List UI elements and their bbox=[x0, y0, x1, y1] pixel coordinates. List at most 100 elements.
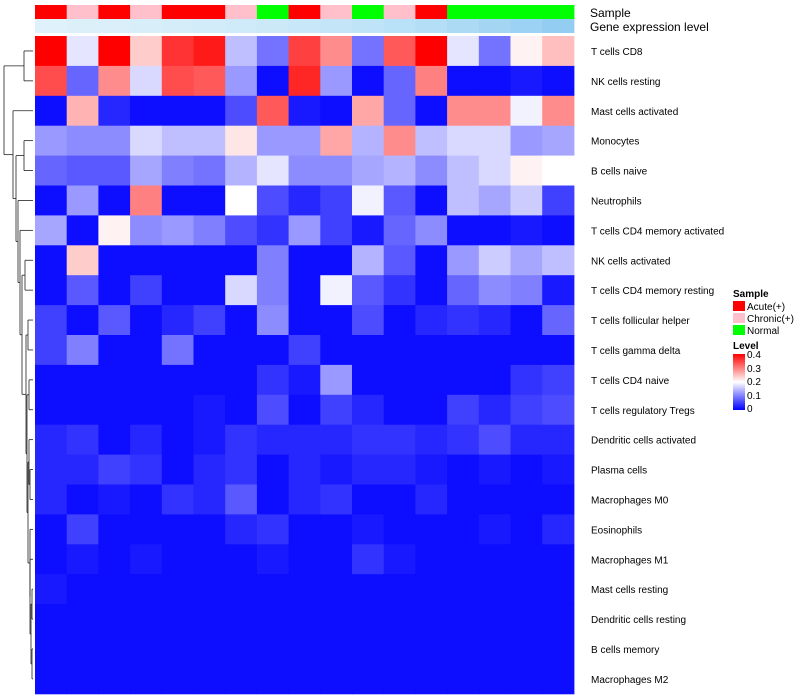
heatmap-cell bbox=[415, 185, 448, 216]
legend-label-normal: Normal bbox=[747, 326, 779, 337]
heatmap-cell bbox=[320, 335, 353, 366]
heatmap-cell bbox=[510, 95, 543, 127]
heatmap-cell bbox=[320, 484, 353, 515]
heatmap-cell bbox=[478, 604, 511, 635]
heatmap-cell bbox=[447, 574, 480, 605]
heatmap-cell bbox=[352, 245, 385, 276]
heatmap-cell bbox=[193, 634, 226, 665]
heatmap-cell bbox=[447, 305, 480, 336]
heatmap-cell bbox=[288, 125, 321, 157]
sample-legend-title: Sample bbox=[733, 289, 769, 300]
heatmap-cell bbox=[193, 394, 226, 426]
heatmap-cell bbox=[98, 604, 131, 635]
heatmap-cell bbox=[66, 634, 99, 665]
heatmap-cell bbox=[447, 544, 480, 575]
heatmap-cell bbox=[66, 394, 99, 426]
heatmap-cell bbox=[478, 185, 511, 216]
heatmap-cell bbox=[256, 574, 290, 605]
heatmap-cell bbox=[383, 245, 416, 276]
heatmap-cell bbox=[288, 394, 321, 426]
expression-annotation-cell bbox=[130, 19, 163, 33]
heatmap-cell bbox=[415, 215, 448, 246]
heatmap-cell bbox=[35, 544, 68, 575]
heatmap-cell bbox=[478, 335, 511, 366]
heatmap-cell bbox=[66, 275, 99, 306]
heatmap-cell bbox=[35, 335, 68, 366]
heatmap-cell bbox=[130, 604, 163, 635]
heatmap-cell bbox=[66, 454, 99, 485]
heatmap-cell bbox=[225, 275, 258, 306]
heatmap-cell bbox=[447, 394, 480, 426]
expression-annotation-cell bbox=[225, 19, 258, 33]
heatmap-cell bbox=[256, 185, 290, 216]
row-label: T cells follicular helper bbox=[591, 316, 690, 327]
heatmap-cell bbox=[478, 663, 511, 695]
heatmap-cell bbox=[66, 155, 99, 186]
heatmap-cell bbox=[66, 125, 99, 157]
heatmap-cell bbox=[161, 245, 194, 276]
sample-annotation-cell bbox=[256, 5, 290, 19]
row-label: T cells CD4 naive bbox=[591, 376, 670, 387]
heatmap-cell bbox=[288, 663, 321, 695]
heatmap-cell bbox=[352, 514, 385, 545]
row-label: NK cells activated bbox=[591, 256, 670, 267]
heatmap-cell bbox=[415, 155, 448, 186]
heatmap-cell bbox=[256, 275, 290, 306]
heatmap-cell bbox=[415, 574, 448, 605]
row-dendrogram bbox=[3, 50, 33, 680]
heatmap-cell bbox=[130, 125, 163, 157]
row-label: Macrophages M2 bbox=[591, 675, 669, 686]
heatmap-cell bbox=[256, 604, 290, 635]
heatmap-cell bbox=[35, 574, 68, 605]
heatmap-cell bbox=[66, 65, 99, 97]
heatmap-cell bbox=[510, 155, 543, 186]
heatmap-cell bbox=[98, 335, 131, 366]
heatmap-cell bbox=[447, 215, 480, 246]
expression-annotation-cell bbox=[98, 19, 131, 33]
heatmap-cell bbox=[478, 544, 511, 575]
heatmap-cell bbox=[320, 454, 353, 485]
heatmap-cell bbox=[35, 424, 68, 456]
heatmap-cell bbox=[415, 65, 448, 97]
heatmap-cell bbox=[447, 634, 480, 665]
heatmap-cell bbox=[447, 36, 480, 67]
level-tick-0.3: 0.3 bbox=[747, 364, 761, 375]
heatmap-cell bbox=[510, 65, 543, 97]
heatmap-cell bbox=[193, 484, 226, 515]
heatmap-cell bbox=[478, 424, 511, 456]
expression-annotation-cell bbox=[256, 19, 290, 33]
heatmap-cell bbox=[288, 245, 321, 276]
heatmap-cell bbox=[352, 335, 385, 366]
heatmap-cell bbox=[98, 65, 131, 97]
heatmap-cell bbox=[98, 364, 131, 396]
heatmap-cell bbox=[130, 424, 163, 456]
heatmap-cell bbox=[66, 305, 99, 336]
heatmap-cell bbox=[130, 484, 163, 515]
expression-annotation-cell bbox=[447, 19, 480, 33]
expression-annotation-cell bbox=[35, 19, 68, 33]
heatmap-cell bbox=[66, 245, 99, 276]
heatmap-cell bbox=[352, 125, 385, 157]
heatmap-cell bbox=[161, 275, 194, 306]
heatmap-cell bbox=[288, 424, 321, 456]
row-label: T cells gamma delta bbox=[591, 346, 681, 357]
sample-annotation-cell bbox=[130, 5, 163, 19]
heatmap-cell bbox=[161, 36, 194, 67]
heatmap-cell bbox=[225, 394, 258, 426]
heatmap-cell bbox=[225, 65, 258, 97]
row-label: Monocytes bbox=[591, 137, 639, 148]
heatmap-cell bbox=[288, 544, 321, 575]
heatmap-cell bbox=[415, 544, 448, 575]
heatmap-cell bbox=[161, 514, 194, 545]
heatmap-cell bbox=[98, 125, 131, 157]
heatmap-cell bbox=[383, 424, 416, 456]
heatmap-cell bbox=[193, 514, 226, 545]
heatmap-cell bbox=[415, 245, 448, 276]
heatmap-cell bbox=[256, 484, 290, 515]
heatmap-cell bbox=[542, 454, 575, 485]
heatmap-cell bbox=[130, 215, 163, 246]
heatmap-cell bbox=[510, 634, 543, 665]
heatmap-cell bbox=[98, 36, 131, 67]
heatmap-cell bbox=[320, 544, 353, 575]
heatmap-cell bbox=[415, 125, 448, 157]
